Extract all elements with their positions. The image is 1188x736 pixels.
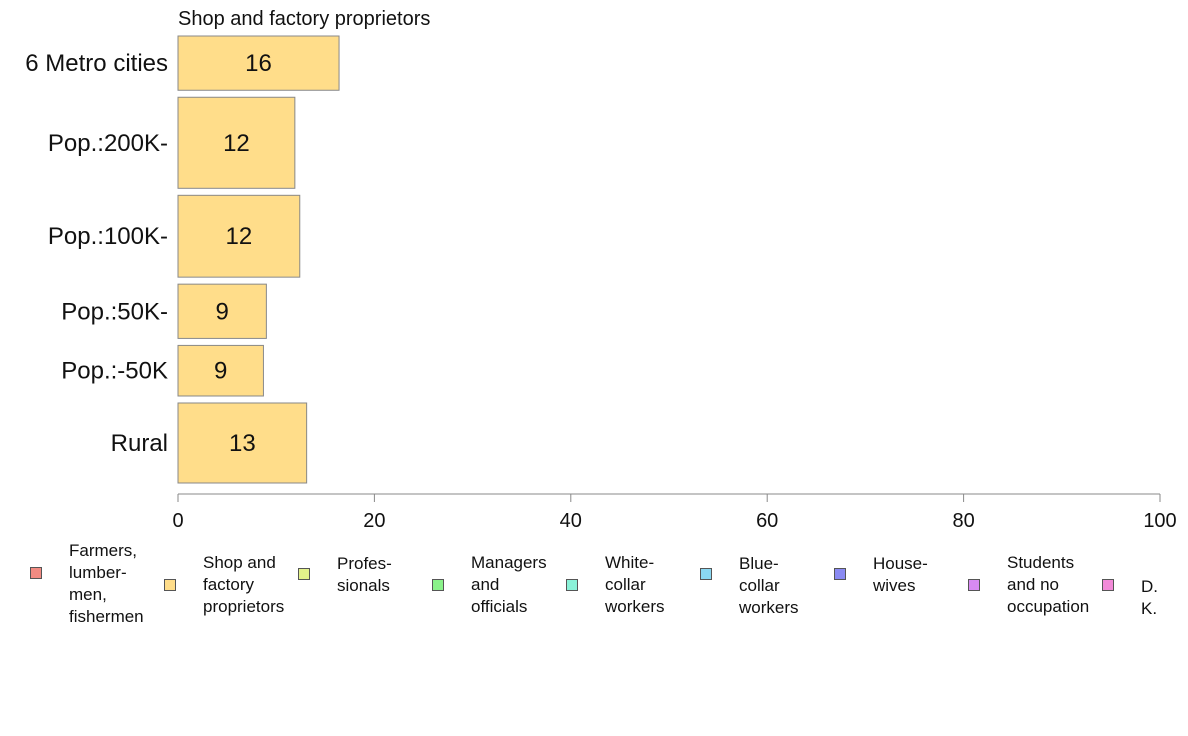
bars-group: 16 6 Metro cities 12 Pop.:200K- 12 Pop.:100K-… — [25, 35, 340, 484]
legend-swatch-2 — [298, 568, 310, 580]
legend-label-1: Shop and factory proprietors — [203, 553, 285, 616]
bar-value-label-3: 9 — [216, 298, 229, 325]
legend-swatch-8 — [1102, 579, 1114, 591]
legend-label-6: House- wives — [873, 554, 928, 595]
legend-label-4: White- collar workers — [605, 553, 665, 616]
legend-swatch-1 — [164, 579, 176, 591]
bar-5 — [177, 402, 308, 484]
legend-swatch-4 — [566, 579, 578, 591]
bar-value-label-5: 13 — [229, 430, 256, 457]
x-tick-label-2: 40 — [560, 510, 582, 532]
legend-label-2: Profes- sionals — [337, 554, 392, 595]
bar-2 — [177, 194, 301, 278]
bar-value-label-1: 12 — [223, 130, 250, 157]
bar-3 — [177, 283, 267, 339]
legend-label-7: Students and no occupation — [1007, 553, 1090, 616]
legend-swatch-3 — [432, 579, 444, 591]
chart-title: Shop and factory proprietors — [178, 8, 430, 30]
legend-label-8: D. K. — [1141, 577, 1158, 618]
x-axis: 0 20 40 60 80 100 — [172, 493, 1177, 532]
legend-swatch-0 — [30, 567, 42, 579]
bar-value-label-4: 9 — [214, 358, 227, 385]
legend-label-0: Farmers, lumber- men, fishermen — [69, 541, 144, 626]
legend-label-3: Managers and officials — [471, 553, 547, 616]
category-label-4: Pop.:-50K — [61, 358, 168, 385]
bar-value-label-2: 12 — [226, 223, 253, 250]
category-label-2: Pop.:100K- — [48, 223, 168, 250]
x-tick-label-3: 60 — [756, 510, 778, 532]
x-tick-label-0: 0 — [172, 510, 183, 532]
bar-1 — [177, 96, 296, 189]
category-label-3: Pop.:50K- — [61, 298, 168, 325]
category-label-5: Rural — [111, 430, 168, 457]
category-label-0: 6 Metro cities — [25, 50, 168, 77]
category-label-1: Pop.:200K- — [48, 130, 168, 157]
legend: Farmers, lumber- men, fishermen Shop and … — [30, 541, 1188, 642]
bar-value-label-0: 16 — [245, 50, 272, 77]
legend-label-5: Blue-collar workers — [739, 554, 799, 617]
legend-swatch-7 — [968, 579, 980, 591]
bar-0 — [177, 35, 340, 91]
legend-swatch-5 — [700, 568, 712, 580]
bar-chart: Shop and factory proprietors 16 6 Metro c… — [25, 8, 1177, 532]
bar-4 — [177, 344, 264, 397]
x-tick-label-4: 80 — [952, 510, 974, 532]
x-tick-label-5: 100 — [1143, 510, 1176, 532]
x-tick-label-1: 20 — [363, 510, 385, 532]
legend-swatch-6 — [834, 568, 846, 580]
